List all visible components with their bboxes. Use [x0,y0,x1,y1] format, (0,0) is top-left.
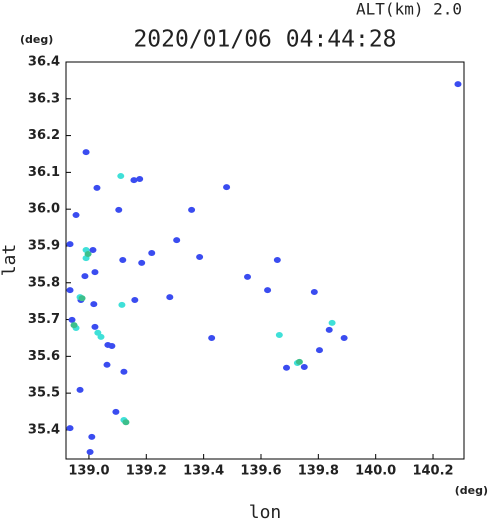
echo-point [138,259,146,266]
echo-point [166,294,174,301]
echo-point [264,287,272,294]
echo-point [120,368,128,375]
echo-point [328,319,336,326]
echo-point [118,301,126,308]
y-axis-label: lat [0,244,20,277]
echo-point [188,206,196,213]
echo-point [223,184,231,191]
echo-point [136,176,144,183]
echo-point [68,316,76,323]
y-tick-label: 35.9 [28,238,60,253]
echo-point [88,433,96,440]
echo-point [86,449,94,456]
y-tick-label: 36.3 [28,91,60,106]
x-tick-label: 140.2 [412,464,453,479]
echo-point [66,287,74,294]
x-axis-label: lon [249,502,282,521]
y-tick-label: 35.8 [28,275,60,290]
echo-point [130,177,138,184]
echo-point [173,237,181,244]
x-unit: (deg) [455,484,488,497]
echo-point [76,386,84,393]
y-tick-label: 36.0 [28,202,60,217]
echo-point [97,333,105,340]
echo-point [66,241,74,248]
echo-point [108,343,116,350]
echo-point [112,408,120,415]
plot-frame [65,61,465,460]
echo-point [295,358,303,365]
echo-point [300,364,308,371]
echo-point [122,419,130,426]
echo-point [84,251,92,258]
echo-point [148,249,156,256]
x-tick-label: 139.6 [240,464,281,479]
echo-point [119,256,127,263]
echo-point [325,326,333,333]
echo-point [72,212,80,219]
echo-point [208,334,216,341]
chart-title: 2020/01/06 04:44:28 [133,27,396,53]
echo-point [310,288,318,295]
y-tick-label: 36.4 [28,55,60,70]
x-tick-label: 139.8 [298,464,339,479]
y-tick-label: 36.1 [28,165,60,180]
echo-point [273,256,281,263]
echo-point [90,301,98,308]
echo-point [275,332,283,339]
echo-point [283,364,291,371]
echo-point [115,206,123,213]
echo-point [196,254,204,261]
echo-point [91,323,99,330]
echo-point [66,425,74,432]
x-tick-label: 139.2 [126,464,167,479]
echo-point [117,173,125,180]
chart-subtitle: ALT(km) 2.0 [356,0,462,19]
echo-point [103,361,111,368]
x-tick-label: 140.0 [355,464,396,479]
y-tick-label: 35.4 [28,422,60,437]
y-tick-label: 35.7 [28,312,60,327]
echo-point [340,334,348,341]
echo-point [91,269,99,276]
y-unit: (deg) [20,33,53,46]
echo-point [315,347,323,354]
echo-point [131,297,139,304]
x-tick-label: 139.0 [68,464,109,479]
echo-point [78,295,86,302]
echo-point [82,149,90,156]
y-tick-label: 36.2 [28,128,60,143]
echo-point [81,273,89,280]
echo-point [93,184,101,191]
y-tick-label: 35.6 [28,349,60,364]
echo-point [454,81,462,88]
echo-point [244,273,252,280]
echo-point [70,322,78,329]
y-tick-label: 35.5 [28,386,60,401]
echo-point [89,247,97,254]
x-tick-label: 139.4 [183,464,224,479]
